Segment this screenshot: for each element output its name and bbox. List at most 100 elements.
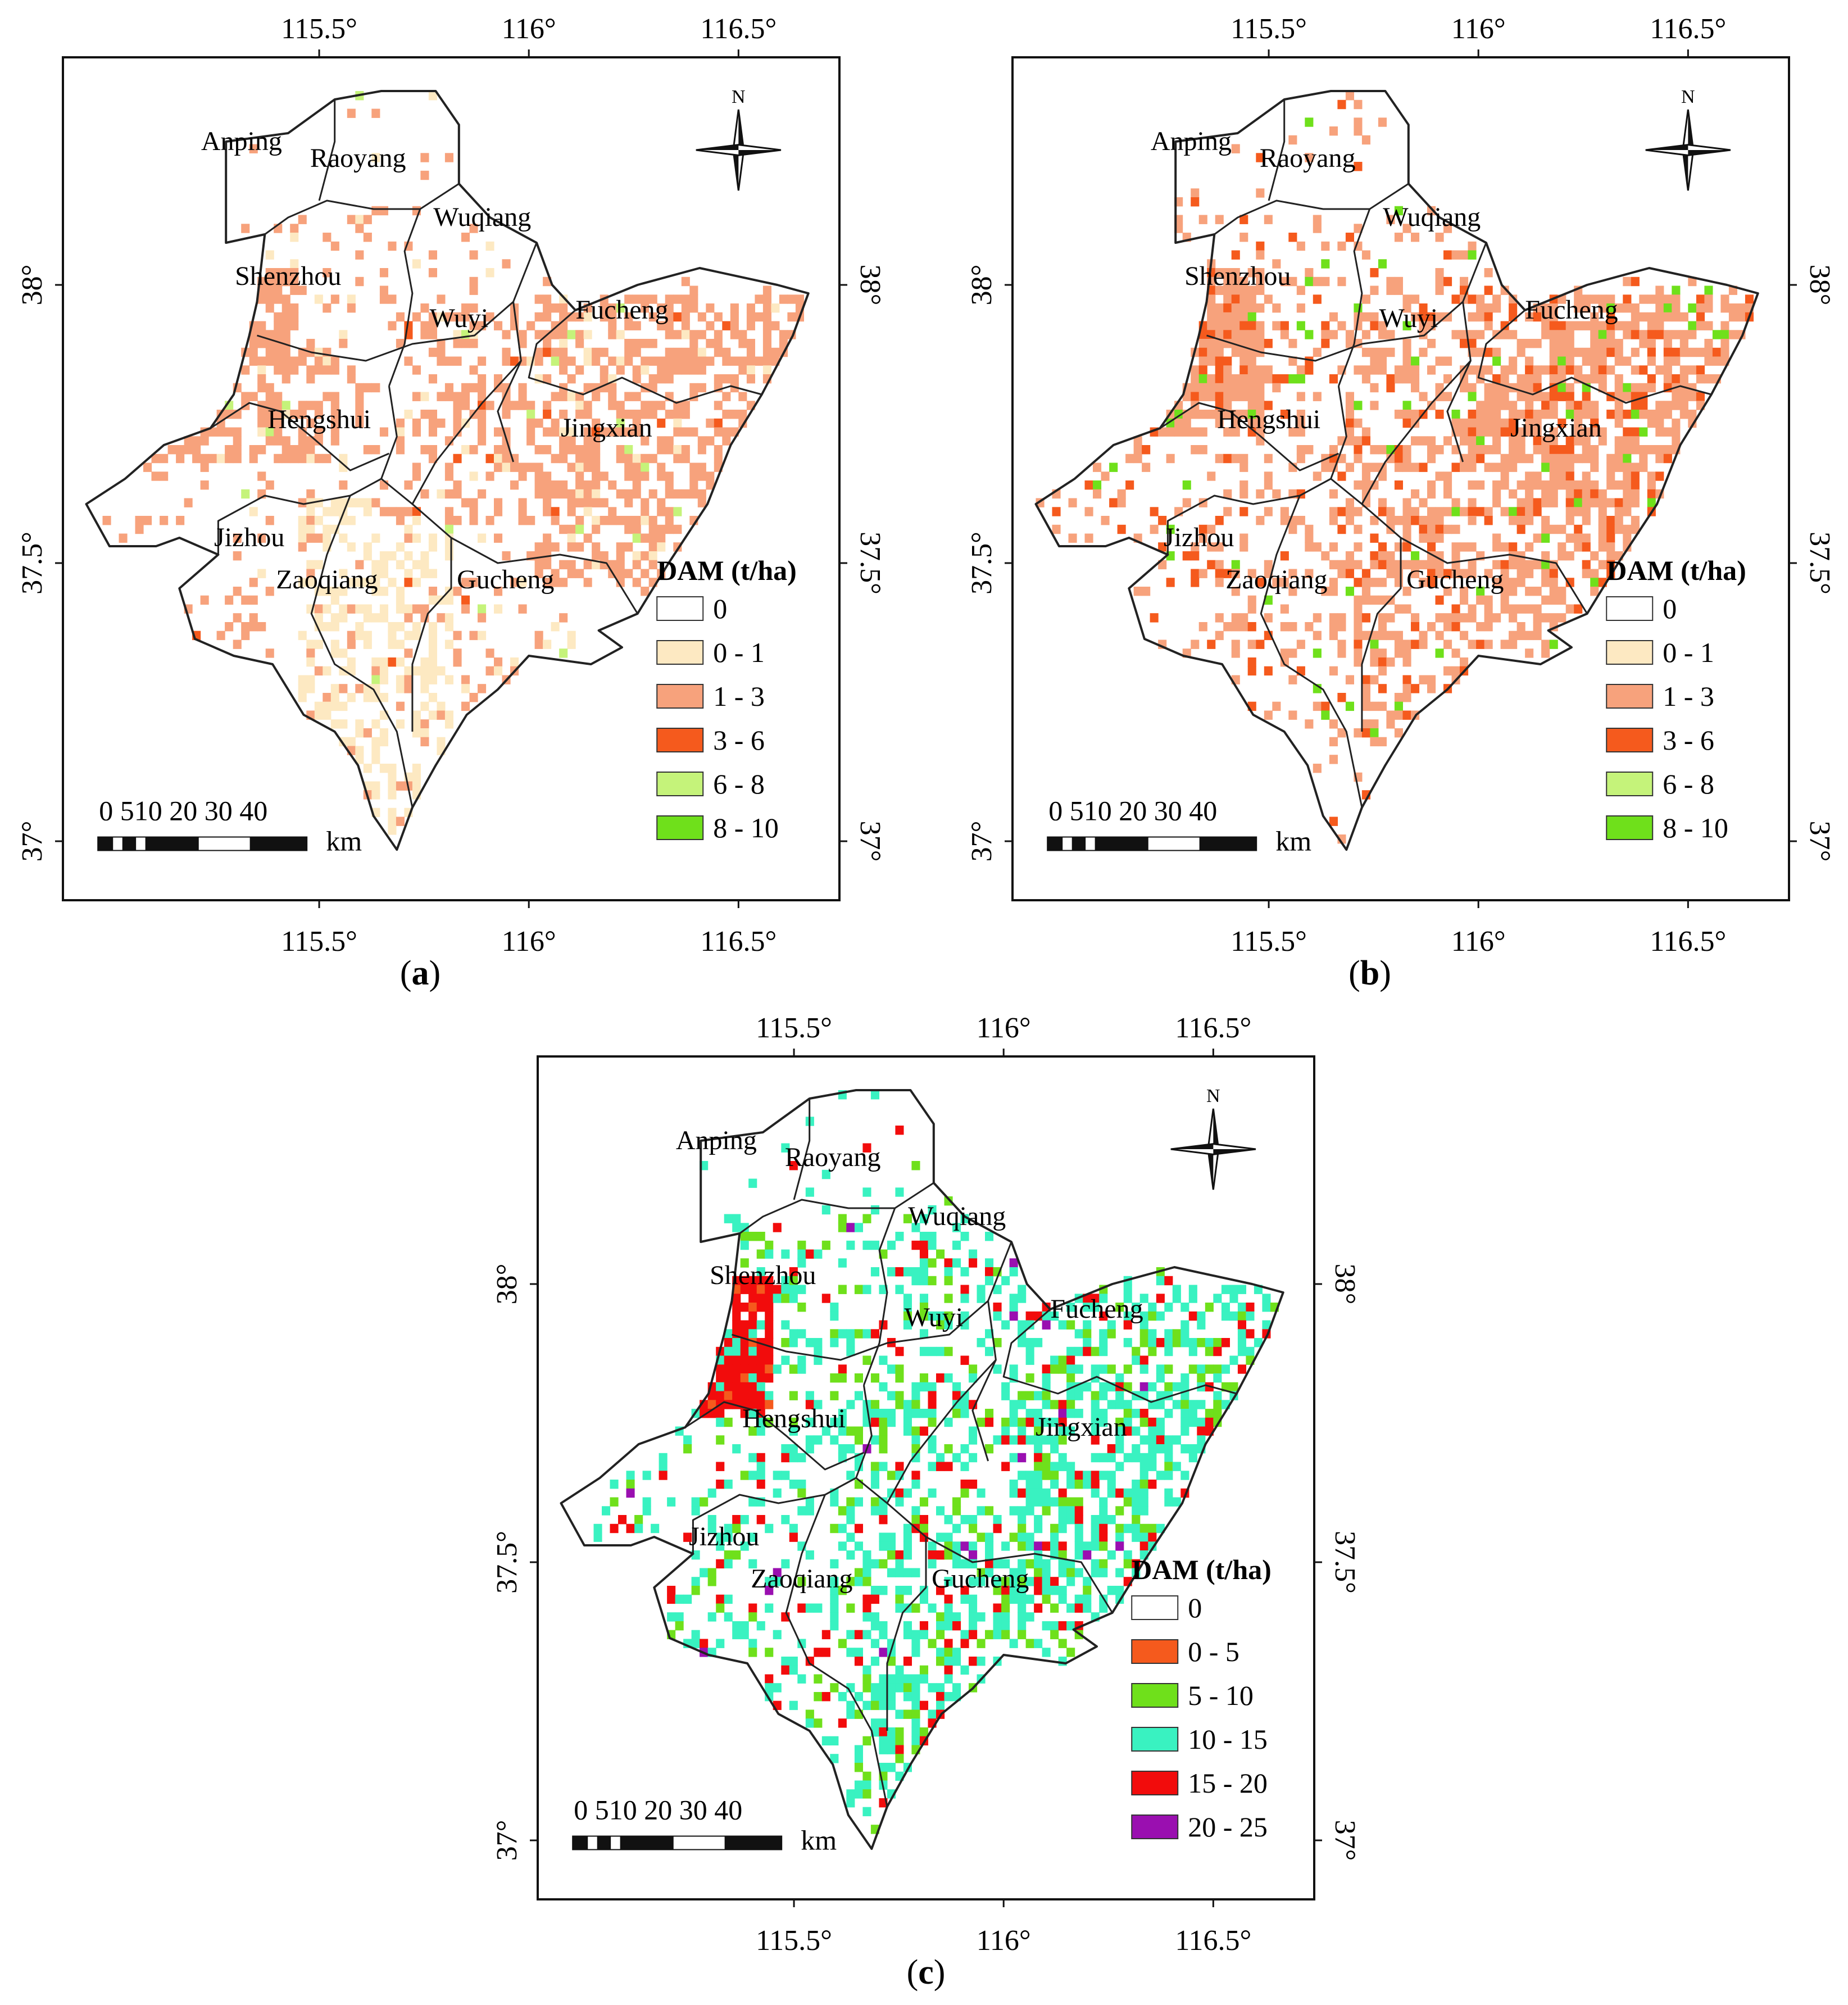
raster-cell [1009, 1506, 1018, 1516]
legend-title: DAM (t/ha) [1606, 555, 1746, 586]
raster-cell [1647, 339, 1656, 348]
raster-cell [518, 507, 527, 516]
raster-cell [854, 1745, 863, 1754]
raster-cell [1427, 480, 1436, 490]
raster-cell [1533, 560, 1542, 570]
raster-cell [838, 1409, 847, 1418]
raster-cell [1500, 453, 1509, 464]
raster-cell [1720, 321, 1729, 330]
raster-cell [1411, 462, 1420, 472]
raster-cell [469, 578, 478, 587]
raster-cell [1476, 595, 1485, 605]
raster-cell [1606, 312, 1615, 322]
raster-cell [1558, 445, 1567, 455]
raster-cell [583, 560, 592, 570]
raster-cell [274, 268, 283, 278]
county-label-anping: Anping [201, 126, 282, 156]
raster-cell [870, 1612, 879, 1622]
raster-cell [944, 1674, 953, 1684]
raster-cell [944, 1648, 953, 1657]
raster-cell [1565, 365, 1574, 375]
raster-cell [1614, 480, 1623, 490]
raster-cell [1280, 648, 1289, 658]
raster-cell [1197, 1435, 1206, 1445]
raster-cell [1191, 188, 1200, 198]
raster-cell [985, 1506, 994, 1516]
raster-cell [371, 657, 380, 667]
raster-cell [1166, 578, 1175, 587]
raster-cell [1402, 445, 1411, 455]
raster-cell [1516, 392, 1525, 401]
raster-cell [281, 303, 290, 313]
raster-cell [762, 294, 771, 304]
raster-cell [722, 392, 731, 401]
raster-cell [689, 356, 698, 366]
raster-cell [1231, 639, 1240, 649]
raster-cell [444, 462, 453, 472]
raster-cell [363, 215, 372, 224]
raster-cell [1411, 383, 1420, 393]
raster-cell [1231, 560, 1240, 570]
raster-cell [846, 1346, 855, 1357]
raster-cell [1158, 516, 1167, 525]
raster-cell [1370, 560, 1379, 570]
raster-cell [732, 1294, 741, 1303]
raster-cell [1099, 1382, 1108, 1392]
raster-cell [748, 1329, 757, 1339]
panel-caption: (b) [1348, 954, 1391, 992]
raster-cell [1574, 489, 1583, 499]
raster-cell [1370, 312, 1379, 322]
raster-cell [838, 1453, 847, 1463]
raster-cell [1156, 1471, 1165, 1480]
raster-cell [756, 1303, 765, 1312]
raster-cell [1001, 1577, 1010, 1586]
raster-cell [1696, 312, 1705, 322]
raster-cell [846, 1471, 855, 1480]
legend-swatch [1131, 1815, 1179, 1839]
raster-cell [928, 1205, 937, 1215]
raster-cell [838, 1692, 847, 1702]
raster-cell [1256, 383, 1265, 393]
raster-cell [1221, 1311, 1230, 1321]
raster-cell [600, 303, 609, 313]
raster-cell [592, 480, 601, 490]
raster-cell [1272, 489, 1281, 499]
raster-cell [870, 1471, 879, 1480]
raster-cell [952, 1523, 961, 1534]
raster-cell [1672, 285, 1681, 295]
raster-cell [1509, 507, 1518, 516]
legend-swatch [1606, 728, 1654, 752]
raster-cell [1329, 613, 1338, 623]
scale-unit: km [801, 1825, 837, 1856]
raster-cell [608, 392, 617, 401]
raster-cell [1150, 507, 1159, 516]
raster-cell [1156, 1276, 1165, 1286]
raster-cell [714, 427, 723, 437]
raster-cell [469, 339, 478, 348]
raster-cell [895, 1665, 904, 1675]
raster-cell [1443, 250, 1452, 260]
raster-cell [379, 206, 388, 216]
raster-cell [665, 321, 674, 330]
raster-cell [314, 666, 323, 676]
raster-cell [1737, 303, 1746, 313]
raster-cell [1590, 418, 1599, 428]
raster-cell [1247, 303, 1256, 313]
raster-cell [1018, 1594, 1027, 1604]
raster-cell [379, 737, 388, 747]
raster-cell [306, 516, 315, 525]
raster-cell [1115, 1523, 1124, 1534]
raster-cell [862, 1240, 871, 1250]
raster-cell [1237, 1338, 1246, 1348]
raster-cell [510, 657, 519, 667]
raster-cell [616, 569, 625, 578]
raster-cell [911, 1639, 920, 1648]
raster-cell [1132, 1497, 1141, 1507]
raster-cell [716, 1417, 725, 1427]
raster-cell [1370, 445, 1379, 455]
raster-cell [1091, 1532, 1100, 1542]
raster-cell [1509, 516, 1518, 525]
raster-cell [1215, 613, 1224, 623]
raster-cell [936, 1657, 945, 1666]
raster-cell [1468, 604, 1477, 614]
